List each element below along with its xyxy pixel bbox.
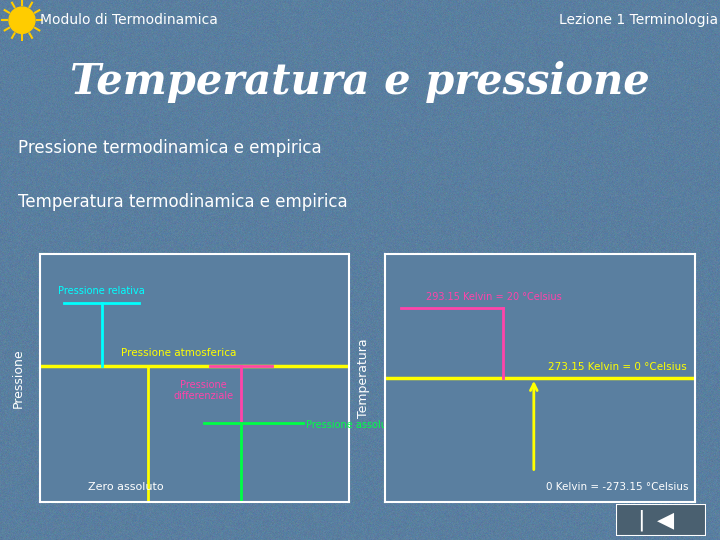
Text: Temperatura: Temperatura xyxy=(357,338,370,418)
Text: 273.15 Kelvin = 0 °Celsius: 273.15 Kelvin = 0 °Celsius xyxy=(548,362,687,372)
Text: Temperatura e pressione: Temperatura e pressione xyxy=(70,62,650,103)
Text: Pressione
differenziale: Pressione differenziale xyxy=(174,380,234,401)
Text: ◀: ◀ xyxy=(657,510,674,530)
Text: Pressione relativa: Pressione relativa xyxy=(58,286,145,296)
Text: |: | xyxy=(637,509,644,531)
Text: Zero assoluto: Zero assoluto xyxy=(89,482,164,492)
Circle shape xyxy=(9,7,35,33)
Text: Temperatura termodinamica e empirica: Temperatura termodinamica e empirica xyxy=(18,193,348,211)
FancyBboxPatch shape xyxy=(616,504,706,536)
Text: 293.15 Kelvin = 20 °Celsius: 293.15 Kelvin = 20 °Celsius xyxy=(426,292,562,302)
Text: Pressione termodinamica e empirica: Pressione termodinamica e empirica xyxy=(18,139,322,157)
Text: Pressione atmosferica: Pressione atmosferica xyxy=(121,348,237,358)
Text: Pressione: Pressione xyxy=(12,348,24,408)
Text: 0 Kelvin = -273.15 °Celsius: 0 Kelvin = -273.15 °Celsius xyxy=(546,482,688,492)
Text: Lezione 1 Terminologia: Lezione 1 Terminologia xyxy=(559,14,718,27)
Text: Modulo di Termodinamica: Modulo di Termodinamica xyxy=(40,14,218,27)
Text: Pressione assoluta: Pressione assoluta xyxy=(306,420,397,430)
